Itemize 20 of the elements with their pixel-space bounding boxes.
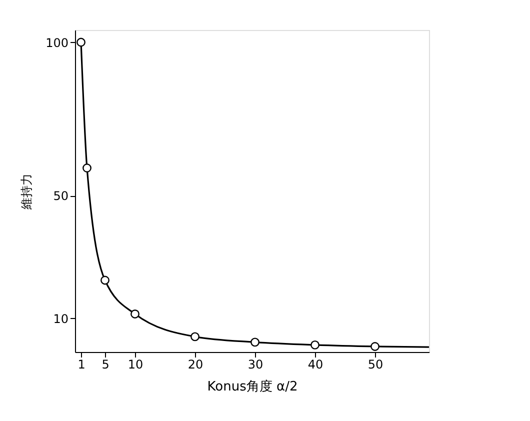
point bbox=[82, 164, 92, 172]
y-tick-label: 50 bbox=[53, 189, 68, 204]
point bbox=[310, 340, 320, 350]
x-tick-label: 50 bbox=[368, 358, 384, 372]
x-tick-label: 40 bbox=[308, 358, 324, 372]
x-tick-label: 30 bbox=[248, 358, 264, 372]
point bbox=[130, 310, 140, 318]
x-tick-label: 20 bbox=[188, 358, 204, 372]
point bbox=[190, 332, 200, 342]
y-tick-label: 100 bbox=[46, 36, 68, 50]
point bbox=[370, 342, 380, 351]
x-tick-label: 10 bbox=[128, 358, 144, 372]
y-axis-title: 維持力 bbox=[20, 174, 34, 210]
x-axis-title: Konus角度 α/2 bbox=[207, 378, 298, 394]
point bbox=[100, 276, 110, 285]
x-tick-label: 1 bbox=[78, 358, 86, 372]
x-tick-label: 5 bbox=[102, 358, 110, 372]
point bbox=[250, 338, 260, 347]
point bbox=[76, 38, 86, 47]
y-tick-label: 10 bbox=[53, 312, 68, 326]
